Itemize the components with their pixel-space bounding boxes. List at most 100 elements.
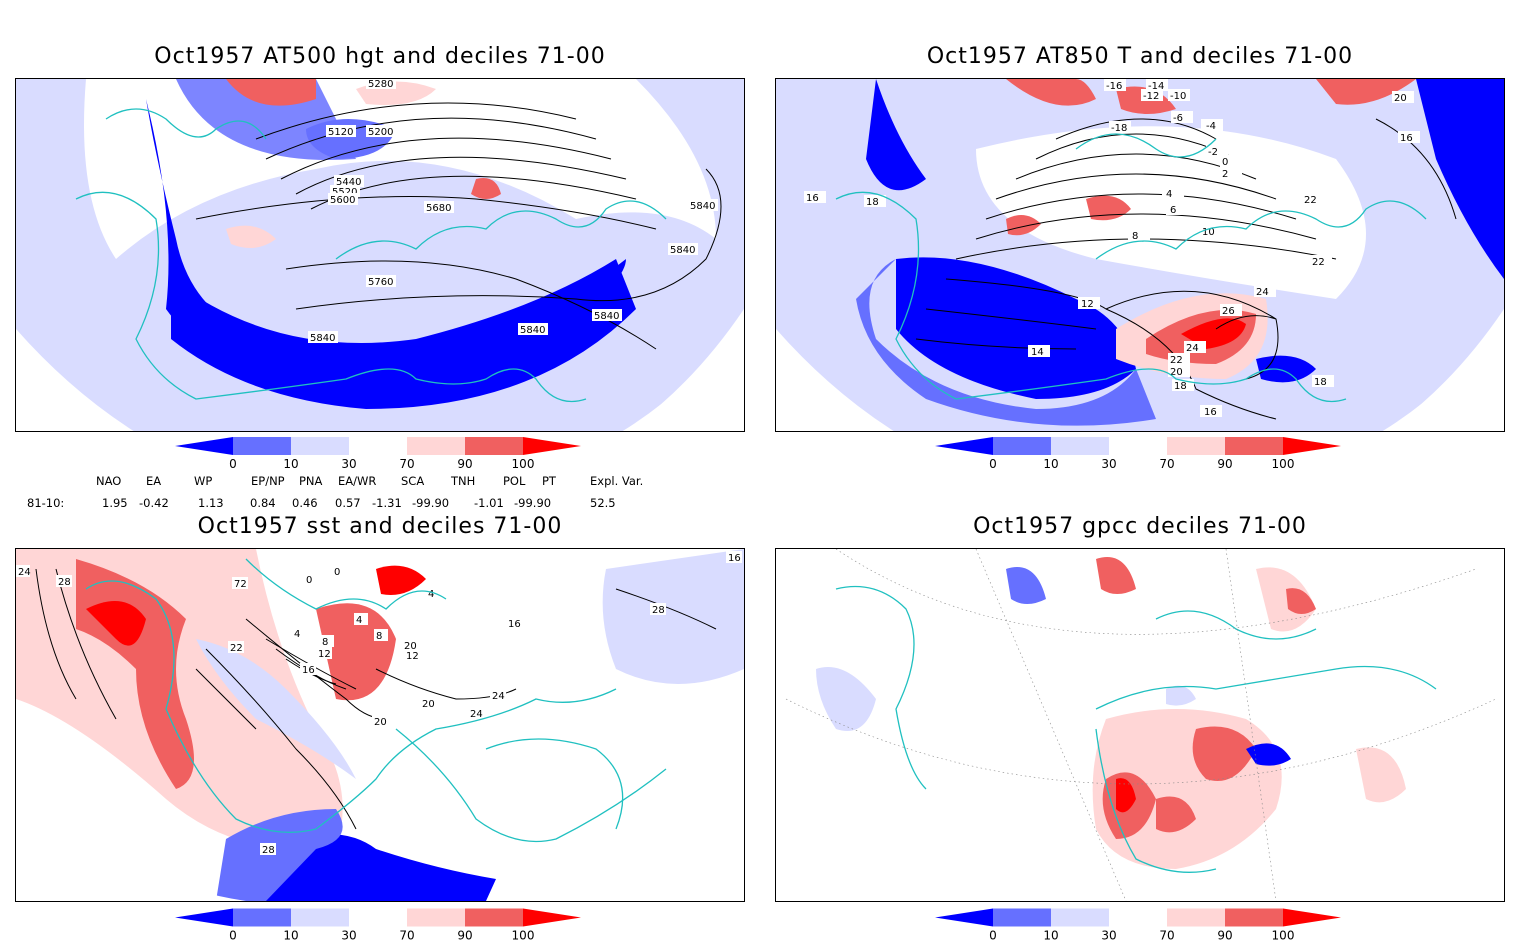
contour-label: 14 — [1028, 345, 1050, 358]
contour-label: 28 — [650, 603, 666, 616]
index-value: -0.42 — [139, 496, 169, 510]
svg-text:10: 10 — [283, 929, 298, 943]
svg-text:10: 10 — [283, 457, 298, 471]
svg-text:20: 20 — [422, 699, 435, 710]
svg-text:100: 100 — [512, 457, 535, 471]
contour-label: 8 — [320, 635, 334, 648]
contour-label: -2 — [1206, 145, 1228, 158]
colorbar: 0 10 30 70 90 100 — [175, 437, 581, 471]
contour-label: -14 — [1146, 79, 1168, 92]
contour-label: 20 — [372, 715, 388, 728]
contour-label: -6 — [1171, 111, 1193, 124]
index-header: EA/WR — [338, 474, 377, 488]
svg-text:22: 22 — [1304, 195, 1317, 206]
svg-text:22: 22 — [230, 643, 243, 654]
contour-label: 5840 — [668, 243, 698, 256]
svg-text:5840: 5840 — [670, 245, 695, 256]
svg-text:4: 4 — [356, 615, 362, 626]
contour-label: 24 — [1254, 285, 1276, 298]
contour-label: 22 — [228, 641, 244, 654]
svg-text:20: 20 — [1170, 367, 1183, 378]
index-header: EA — [146, 474, 162, 488]
map-panel-gpcc — [775, 548, 1505, 902]
contour-label: -18 — [1109, 121, 1131, 134]
contour-label: 28 — [260, 843, 276, 856]
index-header: PT — [542, 474, 556, 488]
contour-label: 22 — [1302, 193, 1324, 206]
colorbar: 0 10 30 70 90 100 — [935, 908, 1341, 943]
svg-text:5280: 5280 — [368, 79, 393, 90]
svg-text:30: 30 — [341, 457, 356, 471]
contour-label: 20 — [1168, 365, 1190, 378]
contour-label: 22 — [1168, 353, 1190, 366]
teleconnection-indices: NAO EA WP EP/NP PNA EA/WR SCA TNH POL PT… — [0, 474, 760, 514]
contour-label: 5600 — [328, 193, 358, 206]
svg-text:20: 20 — [374, 717, 387, 728]
index-header: WP — [194, 474, 213, 488]
svg-text:5120: 5120 — [328, 127, 353, 138]
svg-text:10: 10 — [1043, 929, 1058, 943]
svg-text:28: 28 — [58, 577, 71, 588]
colorbar: 0 10 30 70 90 100 — [935, 437, 1341, 471]
index-value: -99.90 — [514, 496, 552, 510]
index-value: 52.5 — [590, 496, 616, 510]
contour-label: 4 — [354, 613, 368, 626]
contour-label: 4 — [292, 627, 306, 640]
svg-text:24: 24 — [18, 567, 31, 578]
contour-label: 0 — [1220, 155, 1242, 168]
svg-text:72: 72 — [234, 579, 247, 590]
contour-label: 72 — [232, 577, 248, 590]
index-header: TNH — [451, 474, 476, 488]
index-header: PNA — [299, 474, 323, 488]
svg-text:0: 0 — [306, 575, 312, 586]
svg-text:4: 4 — [294, 629, 300, 640]
contour-label: -10 — [1168, 89, 1190, 102]
svg-text:16: 16 — [1400, 133, 1413, 144]
map-panel-sst: 24 28 0 0 4 4 4 8 8 12 12 16 16 20 20 20… — [15, 548, 745, 902]
svg-text:70: 70 — [399, 457, 414, 471]
svg-text:5200: 5200 — [368, 127, 393, 138]
svg-text:20: 20 — [1394, 93, 1407, 104]
svg-text:16: 16 — [508, 619, 521, 630]
contour-label: 16 — [804, 191, 826, 204]
svg-text:2: 2 — [1222, 169, 1228, 180]
index-value: 0.46 — [292, 496, 318, 510]
contour-label: 5440 — [334, 175, 364, 188]
contour-label: 5680 — [424, 201, 454, 214]
svg-text:10: 10 — [1202, 227, 1215, 238]
svg-text:24: 24 — [492, 691, 505, 702]
svg-text:-2: -2 — [1208, 147, 1218, 158]
svg-text:-4: -4 — [1206, 121, 1216, 132]
contour-label: 4 — [1162, 187, 1184, 200]
svg-text:8: 8 — [1132, 231, 1138, 242]
svg-text:28: 28 — [652, 605, 665, 616]
contour-label: 5840 — [518, 323, 548, 336]
svg-text:-18: -18 — [1111, 123, 1127, 134]
svg-text:70: 70 — [1159, 457, 1174, 471]
contour-label: 5840 — [688, 199, 718, 212]
contour-label: 8 — [1128, 229, 1150, 242]
svg-text:0: 0 — [229, 929, 237, 943]
contour-label: 5840 — [308, 331, 338, 344]
contour-label: 12 — [1078, 297, 1100, 310]
svg-text:10: 10 — [1043, 457, 1058, 471]
svg-text:24: 24 — [1186, 343, 1199, 354]
contour-label: 20 — [402, 639, 418, 652]
svg-text:30: 30 — [1101, 929, 1116, 943]
contour-label: 10 — [1200, 225, 1222, 238]
contour-label: 20 — [420, 697, 436, 710]
index-value: -99.90 — [412, 496, 450, 510]
panel-title-gpcc: Oct1957 gpcc deciles 71-00 — [973, 514, 1307, 539]
svg-text:14: 14 — [1031, 347, 1044, 358]
svg-text:100: 100 — [1272, 457, 1295, 471]
svg-text:90: 90 — [457, 929, 472, 943]
index-value: 0.84 — [250, 496, 276, 510]
svg-text:-6: -6 — [1173, 113, 1183, 124]
svg-text:30: 30 — [341, 929, 356, 943]
svg-text:18: 18 — [866, 197, 879, 208]
contour-label: 12 — [316, 647, 332, 660]
svg-text:16: 16 — [302, 665, 315, 676]
svg-text:90: 90 — [1217, 929, 1232, 943]
contour-label: 8 — [374, 629, 388, 642]
contour-label: 18 — [1312, 375, 1334, 388]
